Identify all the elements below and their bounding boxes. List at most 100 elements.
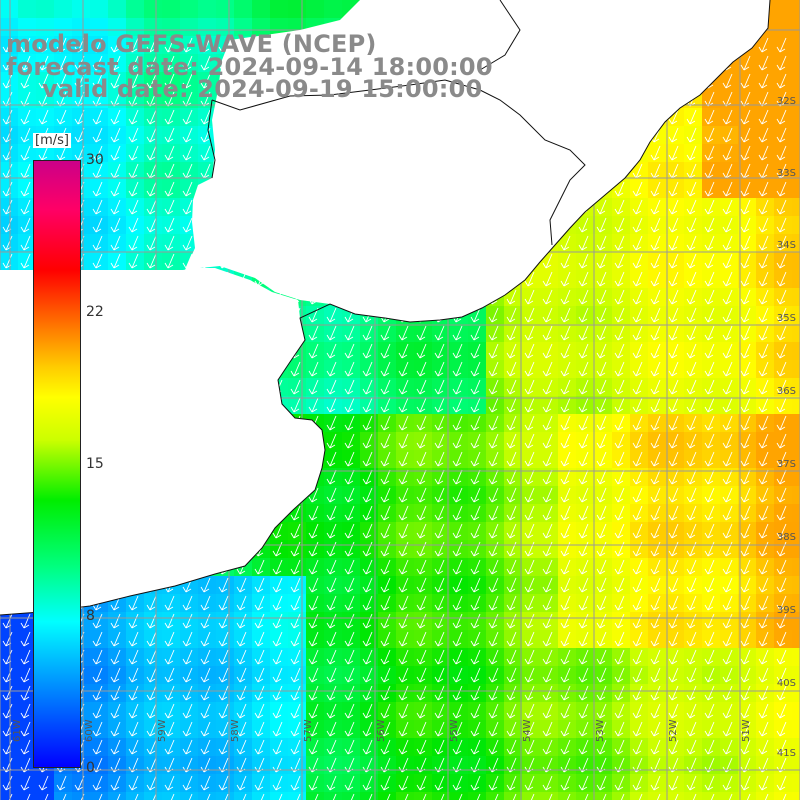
wind-speed-cell (108, 0, 127, 19)
wind-arrow (758, 235, 769, 251)
wind-arrow (506, 523, 517, 539)
wind-arrow (344, 775, 355, 791)
wind-arrow (758, 523, 769, 539)
wind-arrow (578, 235, 589, 251)
wind-arrow (164, 685, 175, 701)
wind-speed-cell (126, 0, 145, 19)
wind-arrow (110, 145, 121, 161)
wind-arrow (740, 613, 751, 629)
wind-arrow (758, 145, 769, 161)
wind-arrow (380, 325, 391, 341)
wind-arrow (470, 397, 481, 413)
wind-arrow (290, 775, 301, 791)
wind-arrow (506, 397, 517, 413)
wind-arrow (596, 325, 607, 341)
wind-arrow (758, 721, 769, 737)
wind-arrow (686, 523, 697, 539)
wind-arrow (578, 289, 589, 305)
wind-speed-cell (216, 0, 235, 19)
wind-arrow (776, 685, 787, 701)
wind-arrow (164, 73, 175, 89)
wind-arrow (164, 703, 175, 719)
wind-arrow (506, 739, 517, 755)
wind-arrow (326, 667, 337, 683)
wind-arrow (632, 559, 643, 575)
wind-arrow (722, 631, 733, 647)
wind-arrow (416, 379, 427, 395)
wind-arrow (488, 415, 499, 431)
wind-arrow (596, 343, 607, 359)
wind-arrow (542, 685, 553, 701)
wind-arrow (488, 739, 499, 755)
wind-speed-cell (792, 612, 800, 631)
wind-speed-cell (558, 792, 577, 800)
wind-arrow (380, 361, 391, 377)
wind-arrow (740, 55, 751, 71)
wind-arrow (650, 235, 661, 251)
wind-arrow (362, 559, 373, 575)
wind-arrow (740, 397, 751, 413)
wind-arrow (146, 217, 157, 233)
wind-speed-cell (792, 270, 800, 289)
wind-arrow (92, 721, 103, 737)
wind-arrow (308, 649, 319, 665)
wind-speed-cell (792, 162, 800, 181)
wind-arrow (92, 127, 103, 143)
wind-arrow (776, 523, 787, 539)
wind-arrow (632, 685, 643, 701)
wind-arrow (362, 649, 373, 665)
wind-arrow (596, 595, 607, 611)
wind-speed-cell (792, 324, 800, 343)
wind-arrow (92, 631, 103, 647)
wind-arrow (182, 199, 193, 215)
wind-arrow (542, 361, 553, 377)
wind-arrow (344, 739, 355, 755)
wind-arrow (236, 577, 247, 593)
valid-date: valid date: 2024-09-19 15:00:00 (42, 75, 483, 103)
wind-speed-cell (0, 792, 19, 800)
wind-arrow (722, 775, 733, 791)
wind-arrow (362, 667, 373, 683)
wind-speed-cell (90, 792, 109, 800)
wind-arrow (656, 793, 661, 800)
wind-arrow (380, 397, 391, 413)
wind-arrow (416, 523, 427, 539)
wind-arrow (380, 343, 391, 359)
wind-arrow (578, 469, 589, 485)
wind-speed-cell (306, 792, 325, 800)
wind-arrow (182, 109, 193, 125)
wind-arrow (92, 217, 103, 233)
wind-arrow (164, 199, 175, 215)
wind-arrow (686, 487, 697, 503)
wind-arrow (560, 685, 571, 701)
wind-arrow (20, 703, 31, 719)
wind-arrow (380, 667, 391, 683)
wind-arrow (416, 613, 427, 629)
wind-arrow (596, 271, 607, 287)
wind-arrow (542, 505, 553, 521)
wind-speed-cell (792, 342, 800, 361)
wind-arrow (344, 685, 355, 701)
wind-arrow (542, 397, 553, 413)
wind-speed-cell (126, 18, 145, 37)
wind-arrow (524, 775, 535, 791)
wind-arrow (596, 721, 607, 737)
wind-arrow (650, 289, 661, 305)
wind-arrow (668, 523, 679, 539)
wind-arrow (398, 325, 409, 341)
wind-arrow (488, 613, 499, 629)
wind-arrow (380, 559, 391, 575)
wind-arrow (434, 451, 445, 467)
wind-speed-cell (468, 792, 487, 800)
wind-arrow (722, 73, 733, 89)
wind-speed-cell (792, 216, 800, 235)
wind-arrow (380, 739, 391, 755)
wind-arrow (398, 451, 409, 467)
wind-arrow (470, 505, 481, 521)
wind-arrow (632, 397, 643, 413)
wind-arrow (668, 505, 679, 521)
wind-arrow (668, 235, 679, 251)
wind-arrow (146, 721, 157, 737)
wind-arrow (398, 505, 409, 521)
wind-arrow (56, 145, 67, 161)
